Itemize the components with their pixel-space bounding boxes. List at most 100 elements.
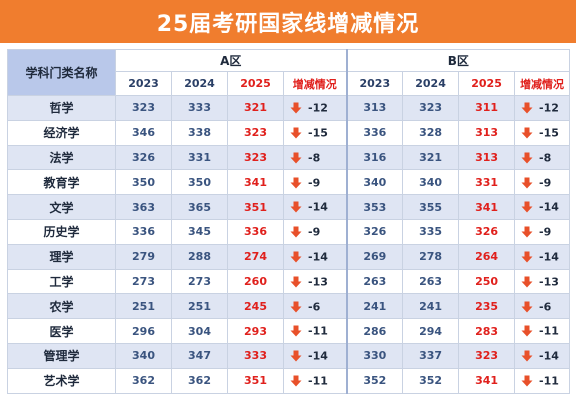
a-year-2024-header: 2024 <box>171 71 228 96</box>
down-arrow-icon <box>290 325 302 337</box>
subject-cell: 理学 <box>7 243 116 270</box>
b-score-2024-cell: 241 <box>402 293 460 320</box>
a-change-value: -11 <box>308 374 328 388</box>
a-score-2024-cell: 362 <box>171 367 228 394</box>
down-arrow-icon <box>290 102 302 114</box>
b-score-2025-cell: 341 <box>458 194 516 220</box>
b-change-value: -6 <box>539 300 552 314</box>
b-score-2023-cell: 352 <box>345 367 404 394</box>
a-score-2025-cell: 336 <box>227 218 284 245</box>
subject-column-header: 学科门类名称 <box>7 49 116 96</box>
a-year-2023-header: 2023 <box>115 71 172 96</box>
subject-cell: 医学 <box>7 318 116 344</box>
table-row: 艺术学 362 362 351 -11 352 352 341 -11 <box>7 367 571 394</box>
down-arrow-icon <box>521 375 533 387</box>
b-change-cell: -14 <box>514 194 571 220</box>
b-year-2023-header: 2023 <box>345 71 404 96</box>
a-score-2025-cell: 323 <box>227 144 284 171</box>
a-score-2023-cell: 323 <box>115 95 172 121</box>
area-a-header: A区 <box>114 49 348 72</box>
b-change-value: -8 <box>539 151 552 165</box>
subject-cell: 教育学 <box>7 169 116 196</box>
table-row: 医学 296 304 293 -11 286 294 283 -11 <box>7 318 571 344</box>
a-score-2025-cell: 321 <box>227 95 284 121</box>
a-change-cell: -14 <box>282 342 348 369</box>
a-score-2025-cell: 341 <box>227 169 284 196</box>
a-change-cell: -14 <box>282 194 348 220</box>
down-arrow-icon <box>290 201 302 213</box>
b-change-value: -11 <box>539 324 559 338</box>
subject-cell: 农学 <box>7 293 116 320</box>
down-arrow-icon <box>290 375 302 387</box>
b-change-value: -15 <box>539 126 559 140</box>
b-change-cell: -13 <box>514 268 571 295</box>
a-score-2025-cell: 333 <box>227 342 284 369</box>
a-score-2024-cell: 350 <box>171 169 228 196</box>
subject-cell: 哲学 <box>7 95 116 121</box>
table-row: 文学 363 365 351 -14 353 355 341 -14 <box>7 194 571 220</box>
a-change-value: -12 <box>308 101 328 115</box>
a-change-value: -9 <box>308 225 321 239</box>
a-score-2025-cell: 293 <box>227 318 284 344</box>
b-change-value: -14 <box>539 250 559 264</box>
b-score-2023-cell: 336 <box>345 119 404 146</box>
a-change-header: 增减情况 <box>282 71 348 96</box>
b-score-2025-cell: 250 <box>458 268 516 295</box>
b-score-2023-cell: 269 <box>345 243 404 270</box>
a-score-2023-cell: 363 <box>115 194 172 220</box>
b-score-2025-cell: 313 <box>458 119 516 146</box>
a-change-value: -14 <box>308 200 328 214</box>
table-row: 工学 273 273 260 -13 263 263 250 -13 <box>7 268 571 295</box>
a-change-value: -15 <box>308 126 328 140</box>
b-change-value: -13 <box>539 275 559 289</box>
a-change-cell: -13 <box>282 268 348 295</box>
b-score-2023-cell: 313 <box>345 95 404 121</box>
down-arrow-icon <box>290 226 302 238</box>
b-change-cell: -9 <box>514 218 571 245</box>
b-change-cell: -11 <box>514 318 571 344</box>
table-row: 农学 251 251 245 -6 241 241 235 -6 <box>7 293 571 320</box>
down-arrow-icon <box>521 226 533 238</box>
a-score-2024-cell: 365 <box>171 194 228 220</box>
table-row: 理学 279 288 274 -14 269 278 264 -14 <box>7 243 571 270</box>
a-change-cell: -6 <box>282 293 348 320</box>
title-bar: 25届考研国家线增减情况 <box>0 0 576 43</box>
b-score-2025-cell: 264 <box>458 243 516 270</box>
b-score-2023-cell: 316 <box>345 144 404 171</box>
b-change-cell: -8 <box>514 144 571 171</box>
a-score-2023-cell: 326 <box>115 144 172 171</box>
b-score-2024-cell: 294 <box>402 318 460 344</box>
a-change-cell: -12 <box>282 95 348 121</box>
a-score-2024-cell: 288 <box>171 243 228 270</box>
table-row: 历史学 336 345 336 -9 326 335 326 -9 <box>7 218 571 245</box>
b-score-2025-cell: 331 <box>458 169 516 196</box>
a-score-2025-cell: 351 <box>227 367 284 394</box>
b-change-header: 增减情况 <box>514 71 571 96</box>
down-arrow-icon <box>521 276 533 288</box>
down-arrow-icon <box>521 127 533 139</box>
b-score-2024-cell: 355 <box>402 194 460 220</box>
b-score-2023-cell: 286 <box>345 318 404 344</box>
a-score-2023-cell: 340 <box>115 342 172 369</box>
a-change-value: -14 <box>308 250 328 264</box>
b-change-value: -12 <box>539 101 559 115</box>
b-score-2023-cell: 353 <box>345 194 404 220</box>
a-score-2025-cell: 245 <box>227 293 284 320</box>
b-score-2025-cell: 341 <box>458 367 516 394</box>
b-score-2023-cell: 263 <box>345 268 404 295</box>
subject-cell: 文学 <box>7 194 116 220</box>
down-arrow-icon <box>521 325 533 337</box>
subject-cell: 工学 <box>7 268 116 295</box>
b-score-2024-cell: 278 <box>402 243 460 270</box>
b-change-cell: -9 <box>514 169 571 196</box>
a-change-cell: -9 <box>282 169 348 196</box>
b-score-2024-cell: 352 <box>402 367 460 394</box>
down-arrow-icon <box>290 350 302 362</box>
a-score-2023-cell: 336 <box>115 218 172 245</box>
b-change-cell: -6 <box>514 293 571 320</box>
table-row: 管理学 340 347 333 -14 330 337 323 -14 <box>7 342 571 369</box>
b-change-value: -11 <box>539 374 559 388</box>
b-score-2024-cell: 321 <box>402 144 460 171</box>
a-score-2025-cell: 351 <box>227 194 284 220</box>
